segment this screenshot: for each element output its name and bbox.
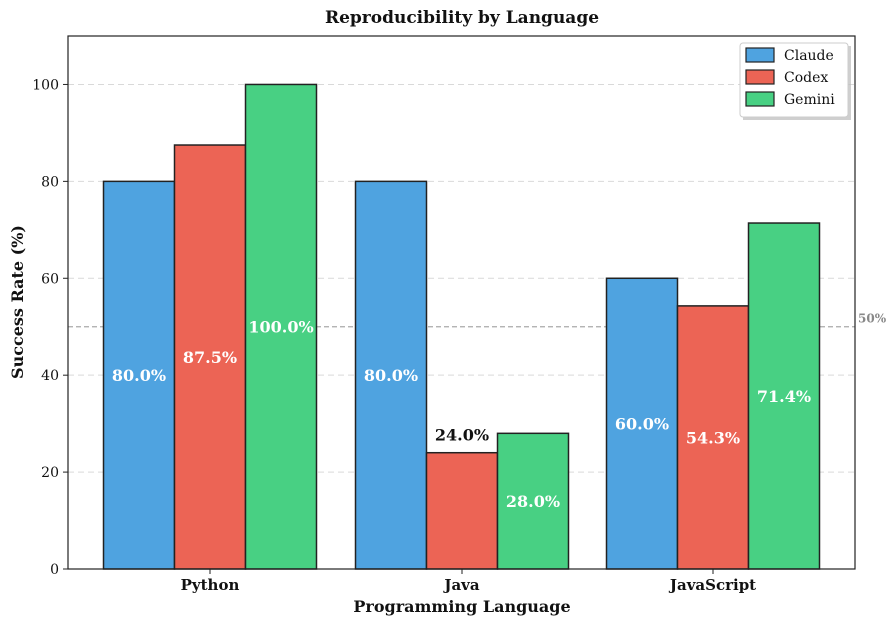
legend-label: Codex xyxy=(784,70,828,86)
reference-line-label: 50% xyxy=(858,312,887,326)
x-tick-label: JavaScript xyxy=(668,576,756,594)
y-tick-label: 40 xyxy=(41,368,59,384)
y-axis-label: Success Rate (%) xyxy=(8,225,27,379)
legend-swatch-codex xyxy=(745,69,775,85)
bar-value-label: 80.0% xyxy=(364,366,418,385)
bar-labels: 80.0% 87.5% 100.0% 80.0% 24.0% 28.0% 60.0% 54.3… xyxy=(112,318,811,511)
bar-value-label: 54.3% xyxy=(686,428,740,447)
bar-codex-java xyxy=(425,451,499,570)
bar-value-label: 24.0% xyxy=(435,426,489,445)
bar-value-label: 71.4% xyxy=(757,387,811,406)
y-tick-label: 0 xyxy=(50,562,59,578)
legend: Claude Codex Gemini xyxy=(739,42,851,120)
legend-swatch-claude xyxy=(745,47,775,63)
bar-claude-java xyxy=(354,180,428,570)
bar-gemini-java xyxy=(496,432,570,570)
bar-value-label: 60.0% xyxy=(615,415,669,434)
bar-value-label: 100.0% xyxy=(248,318,313,337)
legend-label: Gemini xyxy=(784,92,835,108)
bars xyxy=(102,83,821,570)
bar-value-label: 80.0% xyxy=(112,366,166,385)
y-axis: 0 20 40 60 80 100 xyxy=(32,77,68,578)
bar-value-label: 87.5% xyxy=(183,348,237,367)
x-tick-label: Python xyxy=(181,576,240,594)
y-tick-label: 80 xyxy=(41,174,59,190)
y-tick-label: 100 xyxy=(32,77,59,93)
x-axis: Python Java JavaScript xyxy=(181,569,756,594)
y-tick-label: 20 xyxy=(41,465,59,481)
legend-swatch-gemini xyxy=(745,91,775,107)
x-axis-label: Programming Language xyxy=(353,597,570,616)
y-tick-label: 60 xyxy=(41,271,59,287)
bar-value-label: 28.0% xyxy=(506,492,560,511)
bar-claude-javascript xyxy=(605,277,679,570)
bar-gemini-python xyxy=(244,83,318,570)
bar-gemini-javascript xyxy=(747,222,821,570)
legend-label: Claude xyxy=(784,48,834,64)
x-tick-label: Java xyxy=(442,576,480,594)
chart-title: Reproducibility by Language xyxy=(325,8,599,28)
